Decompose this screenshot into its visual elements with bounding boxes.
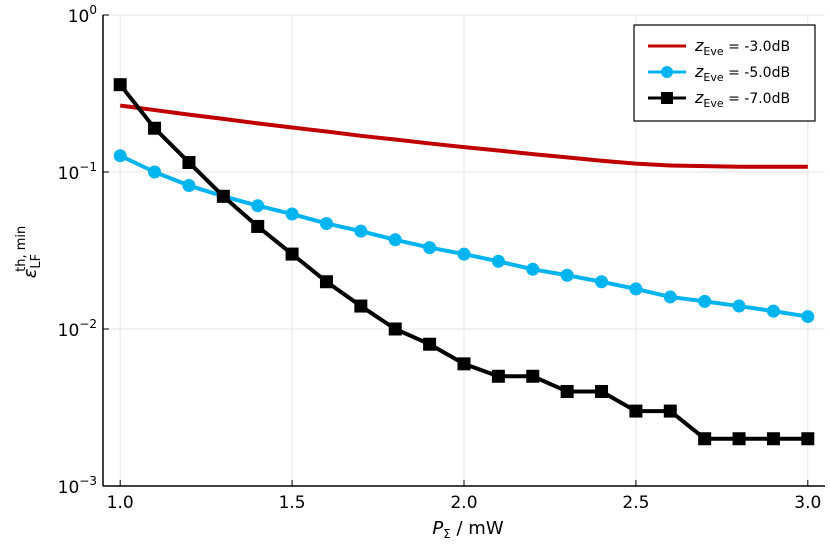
y-tick-label-exponent: −2 — [79, 317, 97, 331]
data-point — [595, 384, 609, 398]
data-point — [526, 369, 540, 383]
data-point — [354, 299, 368, 313]
data-point — [766, 304, 780, 318]
legend-label-value: = -7.0dB — [724, 91, 790, 107]
legend-entry-1: zEve = -3.0dB — [648, 36, 790, 58]
series-2 — [113, 149, 815, 324]
data-point — [629, 404, 643, 418]
data-point — [766, 432, 780, 446]
data-point — [663, 290, 677, 304]
x-tick-label: 2.0 — [450, 493, 477, 513]
y-tick-label: 10−2 — [58, 317, 97, 341]
legend-label-sub: Eve — [703, 71, 723, 84]
data-point — [354, 224, 368, 238]
y-axis-label: εLFth, min — [14, 226, 44, 279]
y-tick-label-base: 10 — [58, 164, 80, 184]
y-tick-label: 10−1 — [58, 160, 97, 184]
y-tick-label-base: 10 — [58, 478, 80, 498]
data-point — [285, 207, 299, 221]
legend-label-prefix: z — [694, 62, 704, 81]
x-axis-label-rest: / mW — [451, 518, 504, 539]
data-point — [629, 282, 643, 296]
axes — [102, 14, 825, 487]
legend-marker — [661, 92, 673, 104]
data-point — [663, 404, 677, 418]
data-point — [216, 189, 230, 203]
data-point — [113, 78, 127, 92]
data-point — [491, 369, 505, 383]
data-point — [113, 149, 127, 163]
data-point — [251, 219, 265, 233]
legend-label: zEve = -7.0dB — [694, 88, 790, 110]
y-axis-label-sup: th, min — [14, 226, 29, 272]
y-axis-label-sub: LF — [29, 254, 44, 269]
y-tick-label-exponent: −1 — [79, 160, 97, 174]
x-axis-label-main: P — [432, 518, 443, 539]
data-point — [732, 432, 746, 446]
data-point — [148, 165, 162, 179]
data-point — [698, 294, 712, 308]
data-point — [148, 121, 162, 135]
x-tick-label: 1.5 — [279, 493, 306, 513]
legend-label-prefix: z — [694, 36, 704, 55]
y-tick-label-exponent: −3 — [79, 474, 97, 488]
x-tick-label: 1.0 — [107, 493, 134, 513]
x-axis-label-sub: Σ — [443, 527, 451, 541]
series-1 — [119, 103, 808, 169]
y-tick-label: 10−3 — [58, 474, 97, 498]
data-point — [698, 432, 712, 446]
series-layer — [113, 78, 815, 446]
y-tick-label-base: 10 — [58, 321, 80, 341]
x-tick-label: 2.5 — [622, 493, 649, 513]
legend-marker — [661, 66, 673, 78]
data-point — [560, 268, 574, 282]
data-point — [457, 357, 471, 371]
y-tick-label: 100 — [68, 3, 97, 27]
data-point — [801, 432, 815, 446]
legend-entry-3: zEve = -7.0dB — [648, 88, 790, 110]
data-point — [319, 275, 333, 289]
legend-label: zEve = -5.0dB — [694, 62, 790, 84]
data-point — [388, 233, 402, 247]
data-point — [526, 262, 540, 276]
legend-label-value: = -3.0dB — [724, 39, 790, 55]
data-point — [560, 384, 574, 398]
data-point — [457, 247, 471, 261]
y-axis-label-main: ε — [20, 268, 41, 278]
data-point — [423, 337, 437, 351]
series-line — [119, 103, 808, 169]
legend-label-value: = -5.0dB — [724, 65, 790, 81]
data-point — [251, 199, 265, 213]
data-point — [595, 275, 609, 289]
data-point — [491, 254, 505, 268]
series-3 — [113, 78, 815, 446]
x-axis-label: PΣ / mW — [432, 518, 503, 541]
data-point — [285, 247, 299, 261]
data-point — [423, 241, 437, 255]
data-point — [388, 322, 402, 336]
data-point — [801, 310, 815, 324]
data-point — [732, 299, 746, 313]
x-tick-label: 3.0 — [794, 493, 821, 513]
y-tick-label-base: 10 — [68, 7, 90, 27]
y-tick-label-exponent: 0 — [89, 3, 97, 17]
legend-label-prefix: z — [694, 88, 704, 107]
data-point — [182, 155, 196, 169]
legend-label-sub: Eve — [703, 45, 723, 58]
legend-entry-2: zEve = -5.0dB — [648, 62, 790, 84]
data-point — [182, 179, 196, 193]
legend-label: zEve = -3.0dB — [694, 36, 790, 58]
data-point — [319, 216, 333, 230]
legend-label-sub: Eve — [703, 97, 723, 110]
